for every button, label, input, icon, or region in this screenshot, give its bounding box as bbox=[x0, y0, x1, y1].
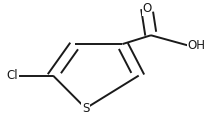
Text: O: O bbox=[142, 2, 152, 15]
Text: S: S bbox=[82, 102, 89, 115]
Text: Cl: Cl bbox=[7, 69, 18, 82]
Text: OH: OH bbox=[188, 39, 204, 52]
